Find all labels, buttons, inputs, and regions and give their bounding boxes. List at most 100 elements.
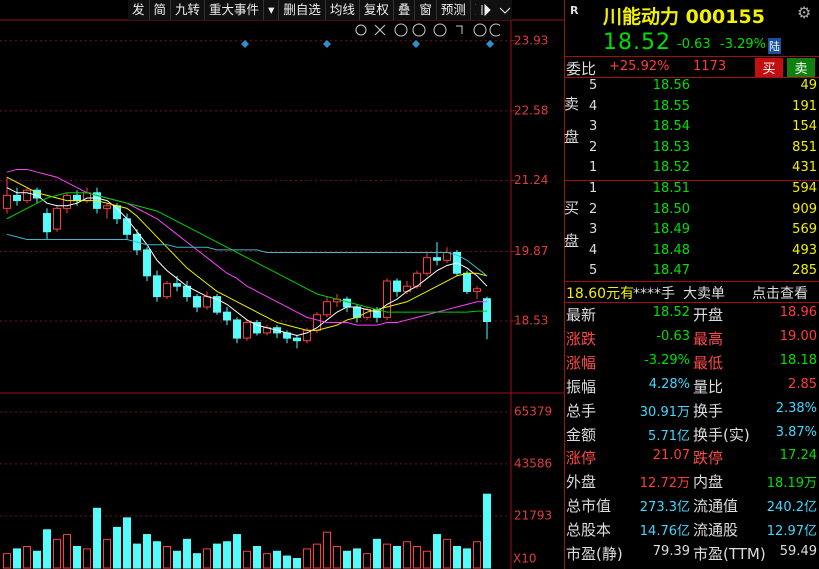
volume-bar (203, 548, 211, 569)
moving-average-line (6, 176, 488, 331)
order-volume: 49 (800, 78, 817, 93)
toolbar-button[interactable]: 预测 (437, 0, 471, 20)
order-volume: 594 (792, 181, 817, 196)
volume-unit: X10 (513, 552, 537, 566)
stat-value: 14.76亿 (639, 524, 690, 540)
toolbar-button[interactable]: 重大事件 (205, 0, 265, 20)
stat-label: 金额 (566, 425, 597, 444)
stat-value: 240.2亿 (766, 500, 817, 516)
stat-label: 量比 (693, 377, 724, 396)
volume-bar (33, 550, 41, 569)
chart-tools (355, 23, 500, 37)
toolbar-button[interactable]: 叠 (394, 0, 416, 20)
volume-bar (163, 546, 171, 569)
order-level: 2 (589, 139, 598, 155)
cross-icon[interactable] (374, 24, 386, 36)
order-level: 1 (589, 181, 598, 196)
candle-body (163, 283, 171, 298)
volume-bar (73, 546, 81, 569)
toolbar-button[interactable]: 复权 (360, 0, 394, 20)
stat-value: 2.85 (788, 376, 817, 392)
stat-value: 3.87% (775, 424, 817, 440)
big-order-text[interactable]: 点击查看 (752, 286, 808, 302)
stat-value: 5.71亿 (648, 428, 690, 444)
volume-bar (223, 541, 231, 569)
candle-body (13, 194, 21, 202)
volume-bar (353, 548, 361, 569)
order-volume: 909 (792, 201, 817, 217)
bid-label: 买盘 (562, 200, 580, 266)
toolbar-button[interactable]: 九转 (171, 0, 206, 20)
stat-label: 涨停 (566, 449, 597, 468)
volume-bar (83, 548, 91, 569)
divider (565, 77, 819, 78)
order-level: 5 (589, 263, 598, 278)
order-level: 4 (589, 98, 598, 114)
market-badge: 陆 (768, 38, 781, 54)
volume-bar (343, 550, 351, 569)
volume-bar (453, 546, 461, 569)
stat-value: 12.97亿 (766, 524, 817, 540)
stat-label: 开盘 (693, 306, 724, 324)
big-order-text: 大卖单 (683, 286, 725, 302)
dropdown-arrow[interactable]: ▾ (264, 0, 280, 20)
toolbar-button[interactable]: 均线 (326, 0, 360, 20)
candle-body (203, 296, 211, 308)
y-tick-label: 18.53 (514, 313, 548, 327)
stat-label: 流通股 (693, 521, 739, 540)
candle-body (443, 251, 451, 261)
market-tag: R (570, 4, 579, 17)
order-volume: 285 (792, 263, 817, 278)
candle-body (463, 272, 471, 292)
order-volume: 851 (792, 139, 817, 155)
divider (565, 56, 819, 57)
toolbar-button[interactable]: 发 (128, 0, 150, 20)
sell-button[interactable]: 卖 (787, 58, 815, 77)
order-price: 18.56 (652, 78, 690, 93)
candle-body (103, 205, 111, 209)
hand-icon[interactable] (433, 23, 447, 37)
buy-button[interactable]: 买 (755, 58, 783, 77)
ratio-label: 委比 (566, 60, 597, 78)
quote-panel: R 川能动力 000155 ⚙ 18.52 -0.63 -3.29% 陆委比 +25.92% 1… (562, 0, 819, 569)
moving-average-line (6, 187, 488, 337)
order-volume: 569 (792, 222, 817, 237)
stat-value: -0.63 (656, 328, 690, 344)
ratio-value: +25.92% (609, 59, 670, 74)
eye-icon[interactable] (355, 24, 367, 36)
ask-label: 卖盘 (562, 96, 580, 162)
toolbar-button[interactable]: 删自选 (279, 0, 326, 20)
undo-icon[interactable] (456, 25, 463, 34)
stat-label: 市盈(TTM) (693, 545, 766, 563)
stat-value: 2.38% (775, 400, 817, 416)
divider (565, 180, 819, 181)
stat-value: 18.96 (779, 305, 817, 320)
volume-bar (433, 534, 441, 569)
back-icon[interactable] (412, 23, 426, 37)
stat-label: 振幅 (566, 377, 597, 396)
dropdown-icon[interactable] (499, 7, 511, 14)
stat-label: 涨跌 (566, 329, 597, 348)
y-tick-label: 22.58 (514, 103, 548, 117)
stat-label: 内盘 (693, 473, 724, 492)
play-icon[interactable] (394, 23, 408, 37)
stat-label: 最高 (693, 329, 724, 348)
settings-icon[interactable]: ⚙ (797, 3, 812, 22)
order-level: 3 (589, 119, 598, 134)
zoom-in-icon[interactable] (473, 23, 487, 37)
stat-value: 18.19万 (766, 476, 817, 492)
toolbar-button[interactable]: 简 (150, 0, 172, 20)
stat-label: 市盈(静) (566, 545, 623, 563)
zoom-out-icon[interactable] (489, 23, 500, 37)
candle-body (153, 275, 161, 298)
toolbar-button[interactable]: 窗 (415, 0, 437, 20)
stat-label: 流通值 (693, 497, 739, 516)
candle-body (3, 194, 11, 209)
volume-bar (413, 546, 421, 569)
candle-body (393, 280, 401, 292)
order-price: 18.55 (652, 98, 690, 114)
order-level: 2 (589, 201, 598, 217)
volume-bar (293, 557, 301, 569)
jump-icon[interactable] (481, 3, 491, 17)
volume-bar (13, 548, 21, 569)
